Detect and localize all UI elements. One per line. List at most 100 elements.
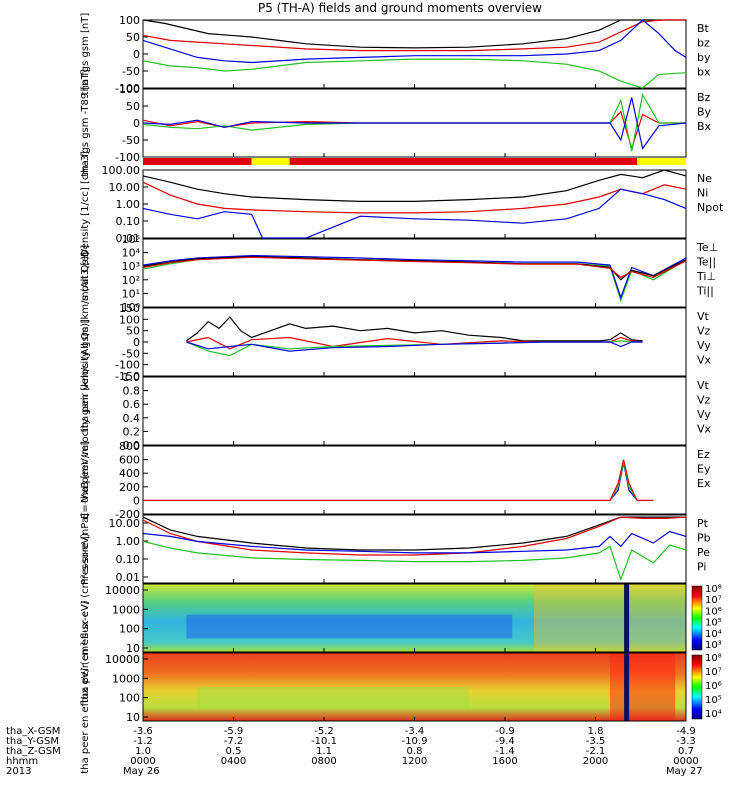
y-tick-label: 1000 [112,672,140,685]
ephemeris-value: 1.0 [135,746,151,757]
legend-entry: Vt [697,379,710,392]
y-axis-label: E=-VxB [mV/m] [80,441,91,519]
y-axis-label: tha peir velocity gsm [km/s (All Qs)] [80,252,91,433]
colorbar-tick-label: 10⁸ [705,653,722,664]
y-tick-label: 10³ [122,260,140,273]
ephemeris-value: 0.7 [678,746,694,757]
series-ni-line [142,169,687,202]
ephemeris-value: -7.2 [224,736,244,747]
legend-entry: Bx [697,120,712,133]
date-right-label: May 27 [666,766,703,777]
y-tick-label: 100 [119,623,140,636]
legend-entry: Vy [697,339,711,352]
y-tick-label: -100 [115,82,140,95]
y-tick-label: 400 [119,467,140,480]
y-tick-label: 1.0 [123,371,141,384]
y-tick-label: 0 [133,336,140,349]
y-axis-label: moat3 [eV] [80,245,91,301]
status-bar-segment [251,158,290,165]
y-tick-label: 10² [122,274,140,287]
series-bt-line [142,19,686,49]
legend-entry: Pi [697,561,706,574]
legend-entry: By [697,106,712,119]
y-tick-label: 0.6 [123,398,141,411]
y-tick-label: 50 [126,325,140,338]
ephemeris-value: -1.4 [495,746,515,757]
ephemeris-value: -1.2 [133,736,153,747]
colorbar [691,585,703,651]
legend-entry: Ti|| [696,285,714,298]
legend-entry: Ti⊥ [696,270,716,283]
y-tick-label: 100 [119,692,140,705]
y-tick-label: 0.10 [116,553,141,566]
status-bar [143,158,686,165]
y-tick-label: 0 [133,48,140,61]
y-tick-label: 0.01 [116,571,141,584]
y-axis-label: tha peir en eflux eV/ (cm²-s-sr-eV) [80,533,91,703]
x-tick-label: 0800 [311,756,336,767]
colorbar-tick-label: 10⁵ [705,618,722,629]
spectrogram-band [197,687,469,708]
ephemeris-value: -0.9 [495,726,515,737]
series-pe-line [142,540,687,582]
series-vy-line [186,340,643,357]
y-tick-label: 800 [119,440,140,453]
y-axis-label: tha peer en eflux eV/ (cm²-s-sr-eV) [80,600,91,773]
y-tick-label: 10 [126,642,140,655]
legend-entry: Pb [697,532,711,545]
ephemeris-label: tha_Z-GSM [6,746,61,757]
y-axis-label: Density [1/cc] [cm-3] [80,151,91,257]
status-bar-segment [289,158,638,165]
colorbar-tick-label: 10⁷ [705,595,722,606]
x-tick-label: 0000 [673,756,698,767]
legend-entry: bx [697,66,711,79]
y-tick-label: 50 [126,100,140,113]
legend-entry: Npot [697,201,724,214]
legend-entry: Ey [697,463,711,476]
y-tick-label: -50 [122,347,140,360]
series-ey-line [609,462,638,501]
series-ne-line [142,181,687,214]
y-tick-label: 10⁴ [122,247,141,260]
x-tick-label: 2000 [583,756,608,767]
y-tick-label: 10.00 [109,517,141,530]
ephemeris-table: tha_X-GSM -3.6 -5.9 -5.2 -3.4 -0.9 1.8 -4.9 tha_… [6,726,703,777]
ephemeris-value: -10.9 [402,736,428,747]
y-axis-label: Pressure [nPa] [80,513,91,585]
ephemeris-label: tha_X-GSM [6,726,60,737]
series-by-line [142,58,687,89]
y-axis-label: tha peer velocity gsm [km/s (All Qs)] [80,319,91,503]
ephemeris-value: -3.4 [405,726,425,737]
y-tick-label: 0.10 [116,215,141,228]
ephemeris-value: -4.9 [676,726,696,737]
legend-entry: Ne [697,172,712,185]
y-tick-label: 1.00 [116,198,141,211]
legend-entry: Ex [697,477,711,490]
y-tick-label: 50 [126,31,140,44]
y-tick-label: 1000 [112,603,140,616]
y-tick-label: 1.00 [116,535,141,548]
ephemeris-value: 0.8 [407,746,423,757]
series-te-line [142,256,687,279]
series-pi-line [142,530,687,554]
y-tick-label: 0 [133,494,140,507]
y-tick-label: -150 [115,370,140,383]
y-tick-label: 0.4 [123,412,141,425]
y-tick-label: 100 [119,14,140,27]
legend-entry: bz [697,37,710,50]
legend-entry: Vx [697,423,712,436]
y-tick-label: 0.8 [123,385,141,398]
legend-entry: Vt [697,310,710,323]
y-tick-label: 10⁰ [122,301,141,314]
x-tick-label: 1200 [402,756,427,767]
legend-entry: Bt [697,22,710,35]
y-tick-label: -50 [122,65,140,78]
legend-entry: Vx [697,354,712,367]
ephemeris-value: -10.1 [311,736,337,747]
colorbar-tick-label: 10⁵ [705,695,722,706]
